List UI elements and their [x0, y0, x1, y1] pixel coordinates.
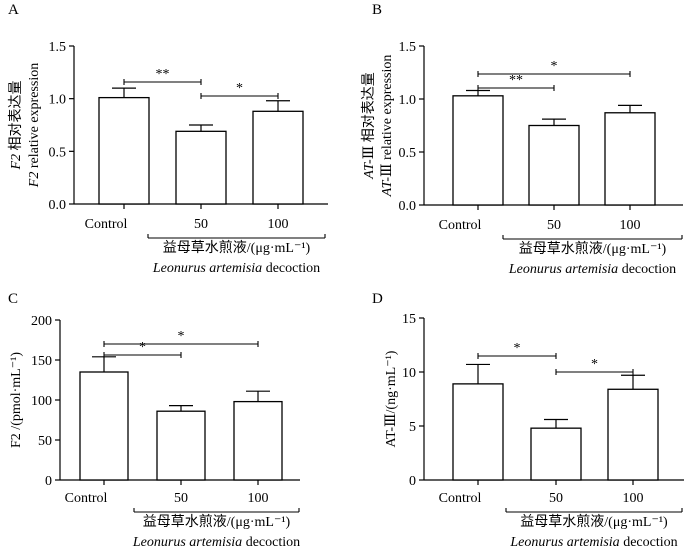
x-axis-title: 益母草水煎液/(μg·mL⁻¹) [519, 241, 667, 257]
category-label: 50 [547, 218, 561, 233]
y-axis-title-rest: AT-Ⅲ/(ng·mL⁻¹) [384, 350, 399, 447]
panel-c: C 0 50 100 150 200 Control 50 100 益母草水煎液/(μg·mL⁻¹… [8, 291, 300, 546]
x-axis-subtitle-rest: decoction [618, 262, 676, 277]
y-tick-label: 200 [31, 314, 52, 329]
significance-label: * [139, 340, 146, 355]
x-axis-subtitle-italic: Leonurus artemisia [509, 535, 619, 546]
significance-label: * [178, 329, 185, 344]
y-tick-label: 15 [402, 312, 416, 327]
bar-2 [252, 110, 304, 205]
y-tick-label: 0 [45, 474, 52, 489]
x-axis-subtitle: Leonurus artemisia decoction [509, 535, 677, 546]
y-tick-label: 0 [409, 474, 416, 489]
y-tick-label: 0.5 [49, 145, 67, 160]
x-axis-title: 益母草水煎液/(μg·mL⁻¹) [520, 514, 668, 530]
y-axis-title: AT-Ⅲ 相对表达量 [361, 72, 377, 179]
bar-2 [607, 388, 659, 481]
y-axis-title: F2 /(pmol·mL⁻¹) [9, 352, 24, 448]
y-tick-label: 10 [402, 366, 416, 381]
panel-d: D 0 5 10 15 Control 50 100 益母草水煎液/(μg·mL⁻¹) Leonu… [372, 291, 684, 546]
y-axis-title-rest: Ⅲ 相对表达量 [361, 72, 377, 159]
significance-label: ** [509, 73, 523, 88]
panel-letter: D [372, 291, 383, 307]
y-tick-label: 150 [31, 354, 52, 369]
bar-1 [530, 427, 582, 481]
bar-2 [233, 400, 283, 481]
significance-label: ** [156, 67, 170, 82]
significance-label: * [591, 357, 598, 372]
category-label: 100 [623, 491, 644, 506]
bar-1 [156, 410, 206, 481]
y-tick-label: 1.0 [49, 93, 67, 108]
y-axis-title: F2 relative expression [27, 63, 42, 188]
y-axis-title: F2 相对表达量 [8, 80, 24, 170]
x-axis-subtitle-rest: decoction [242, 535, 300, 546]
bar-0 [79, 371, 129, 481]
x-axis-subtitle: Leonurus artemisia decoction [132, 535, 300, 546]
x-axis-title: 益母草水煎液/(μg·mL⁻¹) [143, 514, 291, 530]
panel-a: A 0.0 0.5 1.0 1.5 Control 50 100 益母草水煎液/(μg·mL⁻¹… [8, 2, 328, 276]
bar-0 [98, 96, 150, 205]
y-axis-title-rest: 相对表达量 [8, 80, 24, 154]
significance-label: * [514, 341, 521, 356]
y-axis-title-italic: F2 [9, 154, 24, 171]
y-axis-title-italic: F2 [27, 172, 42, 189]
bar-0 [452, 383, 504, 481]
category-label: Control [85, 217, 128, 232]
x-axis-subtitle-italic: Leonurus artemisia [132, 535, 242, 546]
y-tick-label: 1.5 [49, 40, 67, 55]
y-tick-label: 1.0 [399, 93, 417, 108]
x-axis-subtitle-italic: Leonurus artemisia [508, 262, 618, 277]
panel-letter: A [8, 2, 19, 18]
bar-1 [175, 130, 227, 205]
y-axis-title-italic: AT- [362, 159, 377, 180]
x-axis-title: 益母草水煎液/(μg·mL⁻¹) [163, 240, 311, 256]
y-axis-title-rest: Ⅲ relative expression [380, 55, 395, 177]
y-axis-title-rest: F2 /(pmol·mL⁻¹) [9, 352, 24, 448]
y-tick-label: 0.5 [399, 146, 417, 161]
y-tick-label: 50 [38, 434, 52, 449]
category-label: Control [439, 218, 482, 233]
category-label: 50 [194, 217, 208, 232]
bar-1 [528, 124, 580, 206]
x-axis-subtitle-rest: decoction [262, 261, 320, 276]
y-axis-title-rest: relative expression [27, 63, 42, 172]
y-axis-title: AT-Ⅲ/(ng·mL⁻¹) [384, 350, 399, 447]
panel-letter: C [8, 291, 18, 307]
x-axis-subtitle: Leonurus artemisia decoction [152, 261, 320, 276]
category-label: Control [65, 491, 108, 506]
y-tick-label: 5 [409, 420, 416, 435]
x-axis-subtitle: Leonurus artemisia decoction [508, 262, 676, 277]
category-label: 100 [248, 491, 269, 506]
x-axis-subtitle-italic: Leonurus artemisia [152, 261, 262, 276]
bar-2 [604, 112, 656, 206]
y-tick-label: 100 [31, 394, 52, 409]
significance-label: * [236, 81, 243, 96]
panel-b: B 0.0 0.5 1.0 1.5 Control 50 100 益母草水煎液/(μg·mL⁻¹… [361, 2, 683, 277]
category-label: 50 [549, 491, 563, 506]
category-label: Control [439, 491, 482, 506]
bar-0 [452, 95, 504, 206]
panel-letter: B [372, 2, 382, 18]
x-axis-subtitle-rest: decoction [620, 535, 678, 546]
y-tick-label: 1.5 [399, 40, 417, 55]
y-axis-title-italic: AT- [380, 177, 395, 198]
y-axis-title: AT-Ⅲ relative expression [380, 55, 395, 198]
significance-label: * [551, 59, 558, 74]
category-label: 50 [174, 491, 188, 506]
y-tick-label: 0.0 [399, 199, 417, 214]
y-tick-label: 0.0 [49, 198, 67, 213]
category-label: 100 [620, 218, 641, 233]
category-label: 100 [268, 217, 289, 232]
